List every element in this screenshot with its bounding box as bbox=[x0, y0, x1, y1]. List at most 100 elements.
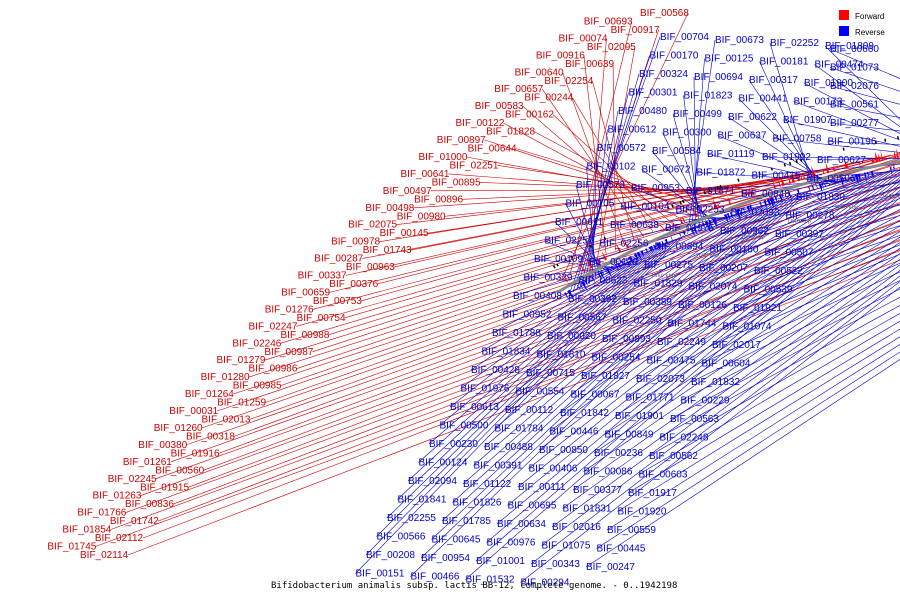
reverse-gene-arrow[interactable] bbox=[714, 218, 719, 227]
reverse-gene-label[interactable]: BIF_00208 bbox=[366, 550, 415, 561]
reverse-gene-arrow[interactable] bbox=[821, 182, 824, 191]
reverse-gene-arrow[interactable] bbox=[766, 198, 771, 208]
reverse-gene-arrow[interactable] bbox=[763, 199, 768, 209]
forward-gene-arrow[interactable] bbox=[745, 186, 750, 198]
reverse-gene-label[interactable]: BIF_00300 bbox=[663, 128, 712, 139]
reverse-gene-label[interactable]: BIF_01532 bbox=[466, 575, 515, 586]
forward-gene-label[interactable]: BIF_00560 bbox=[155, 465, 204, 476]
reverse-gene-label[interactable]: BIF_00247 bbox=[586, 562, 635, 573]
forward-gene-arrow[interactable] bbox=[561, 271, 568, 283]
forward-gene-label[interactable]: BIF_00917 bbox=[611, 25, 660, 36]
forward-gene-label[interactable]: BIF_01000 bbox=[419, 152, 468, 163]
forward-gene-arrow[interactable] bbox=[750, 186, 755, 196]
reverse-gene-arrow[interactable] bbox=[690, 227, 695, 237]
reverse-gene-label[interactable]: BIF_00848 bbox=[741, 189, 790, 200]
forward-gene-arrow[interactable] bbox=[822, 167, 825, 175]
reverse-gene-label[interactable]: BIF_00562 bbox=[649, 451, 698, 462]
reverse-gene-arrow[interactable] bbox=[579, 283, 585, 293]
forward-gene-label[interactable]: BIF_01916 bbox=[171, 448, 220, 459]
reverse-gene-arrow[interactable] bbox=[581, 281, 588, 292]
reverse-gene-label[interactable]: BIF_00020 bbox=[547, 331, 596, 342]
reverse-gene-label[interactable]: BIF_00603 bbox=[639, 470, 688, 481]
reverse-gene-label[interactable]: BIF_01810 bbox=[537, 350, 586, 361]
reverse-gene-arrow[interactable] bbox=[889, 167, 893, 176]
reverse-gene-label[interactable]: BIF_00294 bbox=[521, 578, 570, 589]
forward-gene-arrow[interactable] bbox=[748, 186, 753, 197]
reverse-gene-label[interactable]: BIF_01831 bbox=[563, 504, 612, 515]
reverse-gene-label[interactable]: BIF_01826 bbox=[453, 498, 502, 509]
reverse-gene-label[interactable]: BIF_00672 bbox=[642, 165, 691, 176]
reverse-gene-label[interactable]: BIF_01073 bbox=[830, 63, 879, 74]
reverse-gene-label[interactable]: BIF_01823 bbox=[684, 91, 733, 102]
forward-gene-arrow[interactable] bbox=[825, 162, 830, 174]
forward-gene-arrow[interactable] bbox=[772, 179, 776, 189]
reverse-gene-arrow[interactable] bbox=[584, 280, 589, 287]
reverse-gene-arrow[interactable] bbox=[614, 263, 620, 272]
reverse-gene-label[interactable]: BIF_00572 bbox=[597, 143, 646, 154]
forward-gene-arrow[interactable] bbox=[777, 177, 782, 187]
reverse-gene-label[interactable]: BIF_00506 bbox=[807, 174, 856, 185]
reverse-gene-label[interactable]: BIF_00391 bbox=[474, 461, 523, 472]
reverse-gene-label[interactable]: BIF_00160 bbox=[710, 245, 759, 256]
reverse-gene-label[interactable]: BIF_00500 bbox=[440, 421, 489, 432]
reverse-gene-label[interactable]: BIF_00124 bbox=[419, 458, 468, 469]
forward-gene-label[interactable]: BIF_00895 bbox=[432, 177, 481, 188]
reverse-gene-label[interactable]: BIF_00894 bbox=[655, 242, 704, 253]
reverse-gene-label[interactable]: BIF_01834 bbox=[482, 347, 531, 358]
forward-gene-label[interactable]: BIF_00836 bbox=[125, 499, 174, 510]
forward-gene-label[interactable]: BIF_00122 bbox=[456, 118, 505, 129]
reverse-gene-label[interactable]: BIF_00704 bbox=[660, 32, 709, 43]
forward-gene-label[interactable]: BIF_00980 bbox=[397, 211, 446, 222]
reverse-gene-label[interactable]: BIF_02076 bbox=[830, 81, 879, 92]
reverse-gene-label[interactable]: BIF_02093 bbox=[731, 208, 780, 219]
reverse-gene-arrow[interactable] bbox=[704, 221, 711, 233]
reverse-gene-label[interactable]: BIF_02016 bbox=[552, 522, 601, 533]
reverse-gene-label[interactable]: BIF_00301 bbox=[629, 88, 678, 99]
reverse-gene-arrow[interactable] bbox=[678, 232, 683, 240]
forward-gene-label[interactable]: BIF_00031 bbox=[169, 406, 218, 417]
forward-gene-label[interactable]: BIF_01828 bbox=[486, 127, 535, 138]
forward-gene-label[interactable]: BIF_01264 bbox=[185, 389, 234, 400]
reverse-gene-label[interactable]: BIF_00474 bbox=[815, 60, 864, 71]
reverse-gene-label[interactable]: BIF_01744 bbox=[668, 319, 717, 330]
reverse-gene-arrow[interactable] bbox=[636, 251, 642, 260]
reverse-gene-label[interactable]: BIF_00634 bbox=[497, 519, 546, 530]
forward-gene-label[interactable]: BIF_00963 bbox=[346, 262, 395, 273]
reverse-gene-label[interactable]: BIF_00962 bbox=[720, 226, 769, 237]
reverse-gene-arrow[interactable] bbox=[738, 208, 742, 215]
reverse-gene-arrow[interactable] bbox=[852, 175, 854, 182]
reverse-gene-label[interactable]: BIF_00758 bbox=[773, 134, 822, 145]
reverse-gene-arrow[interactable] bbox=[591, 276, 597, 284]
reverse-gene-arrow[interactable] bbox=[723, 213, 729, 225]
reverse-gene-label[interactable]: BIF_00329 bbox=[524, 273, 573, 284]
reverse-gene-label[interactable]: BIF_00170 bbox=[650, 51, 699, 62]
forward-gene-label[interactable]: BIF_01263 bbox=[93, 491, 142, 502]
forward-gene-label[interactable]: BIF_01261 bbox=[123, 457, 172, 468]
forward-gene-label[interactable]: BIF_00897 bbox=[437, 135, 486, 146]
forward-gene-label[interactable]: BIF_02245 bbox=[108, 474, 157, 485]
reverse-gene-label[interactable]: BIF_00229 bbox=[681, 396, 730, 407]
reverse-gene-arrow[interactable] bbox=[866, 171, 870, 179]
reverse-gene-label[interactable]: BIF_00561 bbox=[830, 100, 879, 111]
reverse-gene-label[interactable]: BIF_02074 bbox=[689, 282, 738, 293]
reverse-gene-label[interactable]: BIF_00129 bbox=[589, 257, 638, 268]
reverse-gene-arrow[interactable] bbox=[696, 225, 699, 232]
reverse-gene-label[interactable]: BIF_01119 bbox=[707, 149, 755, 160]
reverse-gene-label[interactable]: BIF_00612 bbox=[608, 125, 657, 136]
reverse-gene-label[interactable]: BIF_00604 bbox=[702, 359, 751, 370]
forward-gene-arrow[interactable] bbox=[717, 203, 721, 209]
forward-gene-label[interactable]: BIF_00657 bbox=[494, 84, 543, 95]
reverse-gene-label[interactable]: BIF_00445 bbox=[597, 544, 646, 555]
reverse-gene-arrow[interactable] bbox=[625, 258, 632, 270]
reverse-gene-label[interactable]: BIF_00522 bbox=[754, 266, 803, 277]
forward-gene-label[interactable]: BIF_00074 bbox=[559, 33, 608, 44]
forward-gene-label[interactable]: BIF_02095 bbox=[587, 42, 636, 53]
reverse-gene-label[interactable]: BIF_00660 bbox=[830, 44, 879, 55]
reverse-gene-label[interactable]: BIF_00446 bbox=[550, 427, 599, 438]
reverse-gene-arrow[interactable] bbox=[633, 253, 639, 262]
reverse-gene-label[interactable]: BIF_02017 bbox=[712, 340, 761, 351]
forward-gene-label[interactable]: BIF_00644 bbox=[468, 144, 517, 155]
reverse-gene-label[interactable]: BIF_00507 bbox=[765, 248, 814, 259]
forward-gene-label[interactable]: BIF_01915 bbox=[140, 482, 189, 493]
reverse-gene-label[interactable]: BIF_00637 bbox=[718, 131, 767, 142]
